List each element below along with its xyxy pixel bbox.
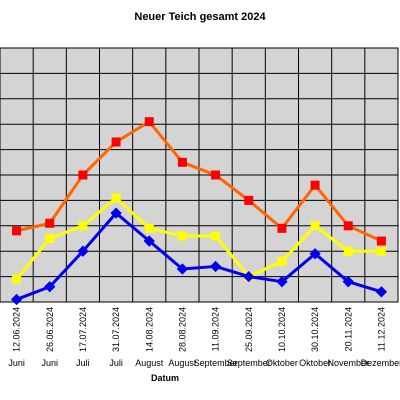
data-point	[376, 236, 386, 246]
x-axis-ticks: 12.06.2024 26.06.2024 17.07.2024 31.07.2024…	[8, 307, 400, 368]
x-month-label: September	[194, 358, 238, 368]
data-point	[276, 276, 288, 288]
data-point	[244, 195, 254, 205]
data-point	[310, 221, 320, 231]
data-point	[277, 256, 287, 266]
data-point	[144, 117, 154, 127]
series-line	[15, 196, 382, 281]
data-point	[78, 170, 88, 180]
data-point	[45, 218, 55, 228]
data-point	[211, 231, 221, 241]
x-axis-label: Datum	[151, 373, 179, 383]
x-month-label: Juni	[41, 358, 58, 368]
data-point	[376, 246, 386, 256]
series-line	[16, 120, 383, 243]
x-month-label: September	[227, 358, 271, 368]
data-point	[309, 248, 321, 260]
x-month-label: Oktober	[266, 358, 298, 368]
x-month-label: Juli	[109, 358, 123, 368]
x-tick-label: 11.12.2024	[376, 307, 386, 351]
data-point	[310, 180, 320, 190]
data-point	[343, 246, 353, 256]
x-month-label: August	[135, 358, 164, 368]
data-point	[177, 231, 187, 241]
data-point	[243, 270, 255, 283]
x-tick-label: 11.09.2024	[211, 307, 221, 351]
x-tick-label: 17.07.2024	[78, 307, 88, 352]
data-point	[209, 260, 222, 273]
series-1	[12, 117, 386, 246]
data-point	[45, 234, 55, 243]
data-point	[144, 223, 154, 233]
x-tick-label: 14.08.2024	[144, 307, 154, 352]
data-point	[12, 226, 22, 236]
data-point	[111, 137, 121, 147]
x-month-label: Juli	[76, 358, 90, 368]
data-point	[78, 221, 88, 231]
data-point	[277, 223, 287, 233]
data-point	[143, 235, 155, 247]
x-tick-label: 26.06.2024	[45, 307, 55, 352]
series-line	[16, 211, 382, 301]
x-month-label: November	[327, 358, 369, 368]
x-month-label: Juni	[8, 358, 25, 368]
data-point	[176, 263, 189, 275]
data-point	[12, 274, 22, 284]
x-month-label: Oktober	[299, 358, 331, 368]
data-point	[111, 193, 121, 203]
x-tick-label: 30.10.2024	[310, 307, 320, 352]
data-point	[177, 157, 187, 167]
data-point	[211, 170, 221, 180]
x-tick-label: 10.10.2024	[277, 307, 287, 352]
data-point	[342, 276, 354, 288]
x-tick-label: 31.07.2024	[111, 307, 121, 352]
x-tick-label: 25.09.2024	[244, 307, 254, 352]
x-tick-label: 12.06.2024	[12, 307, 22, 352]
data-point	[343, 221, 353, 231]
x-tick-label: 20.11.2024	[343, 307, 353, 351]
data-point	[44, 281, 56, 293]
x-month-label: Dezember	[361, 358, 400, 368]
data-point	[375, 286, 388, 298]
x-tick-label: 28.08.2024	[177, 307, 187, 352]
x-month-label: August	[168, 358, 197, 368]
chart-title: Neuer Teich gesamt 2024	[134, 11, 266, 23]
